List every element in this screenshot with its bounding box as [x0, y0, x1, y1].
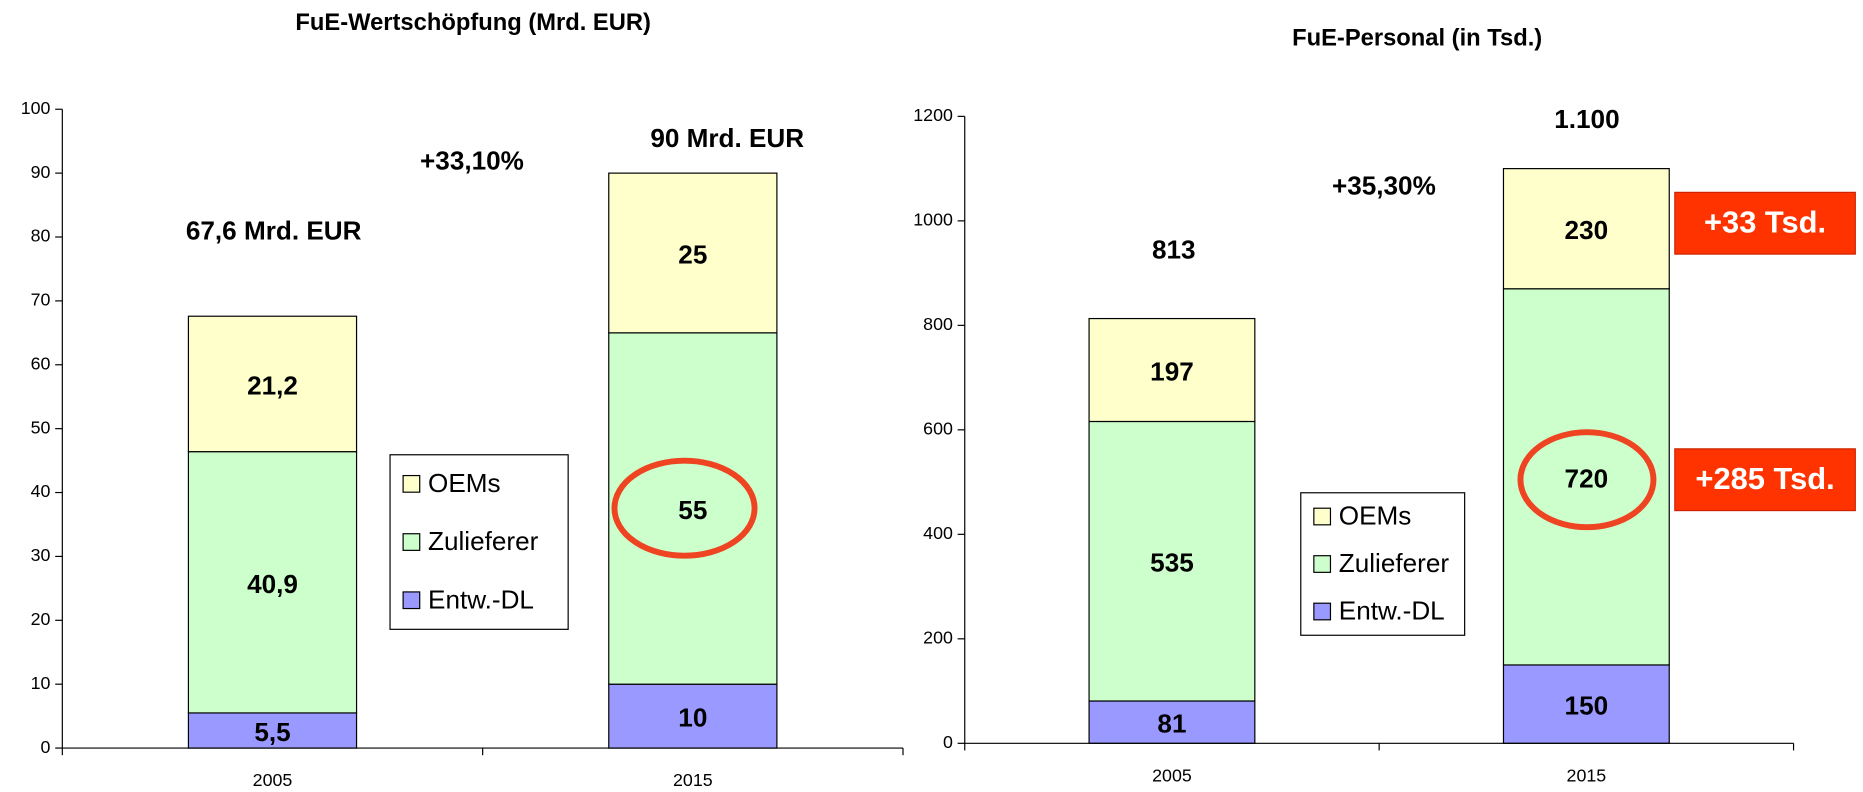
legend-label: Zulieferer	[1339, 548, 1450, 578]
data-label: 10	[678, 703, 707, 733]
legend-swatch	[402, 591, 421, 610]
y-tick-label: 90	[31, 162, 51, 182]
x-tick-label: 2015	[673, 770, 713, 790]
y-tick-label: 400	[923, 523, 953, 543]
y-tick-label: 70	[31, 290, 51, 310]
legend-swatch	[402, 533, 421, 551]
chart-title: FuE-Personal (in Tsd.)	[1292, 25, 1542, 51]
data-label: 21,2	[247, 370, 298, 400]
annotation: +35,30%	[1332, 171, 1436, 201]
annotation: 813	[1152, 235, 1196, 265]
y-tick-label: 60	[31, 353, 51, 373]
bar-segment	[1502, 168, 1670, 290]
y-tick-label: 600	[923, 419, 953, 439]
y-tick-label: 50	[31, 417, 51, 437]
x-tick-label: 2015	[1567, 765, 1607, 785]
annotation: +285 Tsd.	[1695, 461, 1834, 496]
annotation: 90 Mrd. EUR	[650, 123, 804, 153]
highlight-circle	[1517, 429, 1657, 531]
y-tick-label: 100	[21, 98, 51, 118]
annotation: +33 Tsd.	[1704, 205, 1826, 240]
y-tick-label: 20	[31, 609, 51, 629]
data-label: 81	[1157, 709, 1186, 739]
chart-title: FuE-Wertschöpfung (Mrd. EUR)	[295, 10, 651, 36]
y-tick-label: 200	[923, 628, 953, 648]
x-tick-label: 2005	[1152, 765, 1192, 785]
bar-segment	[187, 712, 358, 749]
annotation-box	[1674, 191, 1856, 255]
annotation-box	[1674, 448, 1856, 512]
data-label: 5,5	[254, 717, 290, 747]
data-label: 25	[678, 239, 707, 269]
legend-label: Entw.-DL	[428, 584, 534, 614]
data-label: 197	[1150, 356, 1194, 386]
bar-segment	[1088, 317, 1256, 423]
legend-label: Zulieferer	[428, 526, 539, 556]
y-tick-label: 0	[943, 732, 953, 752]
bar-segment	[608, 332, 778, 685]
legend-label: Entw.-DL	[1339, 596, 1445, 626]
data-label: 230	[1565, 215, 1609, 245]
data-label: 720	[1565, 463, 1609, 493]
bar-segment	[187, 451, 358, 714]
y-tick-label: 30	[31, 545, 51, 565]
y-tick-label: 800	[923, 314, 953, 334]
y-tick-label: 40	[31, 481, 51, 501]
data-label: 150	[1565, 691, 1609, 721]
y-tick-label: 80	[31, 226, 51, 246]
annotation: 1.100	[1554, 104, 1619, 134]
y-tick-label: 1000	[913, 210, 953, 230]
legend-swatch	[1313, 602, 1332, 621]
y-tick-label: 0	[41, 737, 51, 757]
bar-segment	[608, 172, 778, 334]
legend-swatch	[1313, 507, 1332, 526]
highlight-circle	[611, 457, 758, 559]
y-tick-label: 1200	[913, 105, 953, 125]
data-label: 55	[678, 495, 707, 525]
legend-label: OEMs	[428, 468, 501, 498]
bar-segment	[187, 315, 358, 453]
bar-segment	[608, 683, 778, 749]
x-tick-label: 2005	[253, 770, 293, 790]
legend-swatch	[1313, 555, 1332, 573]
legend-label: OEMs	[1339, 501, 1412, 531]
bar-segment	[1088, 700, 1256, 744]
annotation: +33,10%	[420, 146, 524, 176]
annotation: 67,6 Mrd. EUR	[186, 216, 362, 246]
legend-swatch	[402, 474, 421, 493]
data-label: 40,9	[247, 569, 298, 599]
bar-segment	[1088, 420, 1256, 702]
data-label: 535	[1150, 548, 1194, 578]
y-tick-label: 10	[31, 673, 51, 693]
